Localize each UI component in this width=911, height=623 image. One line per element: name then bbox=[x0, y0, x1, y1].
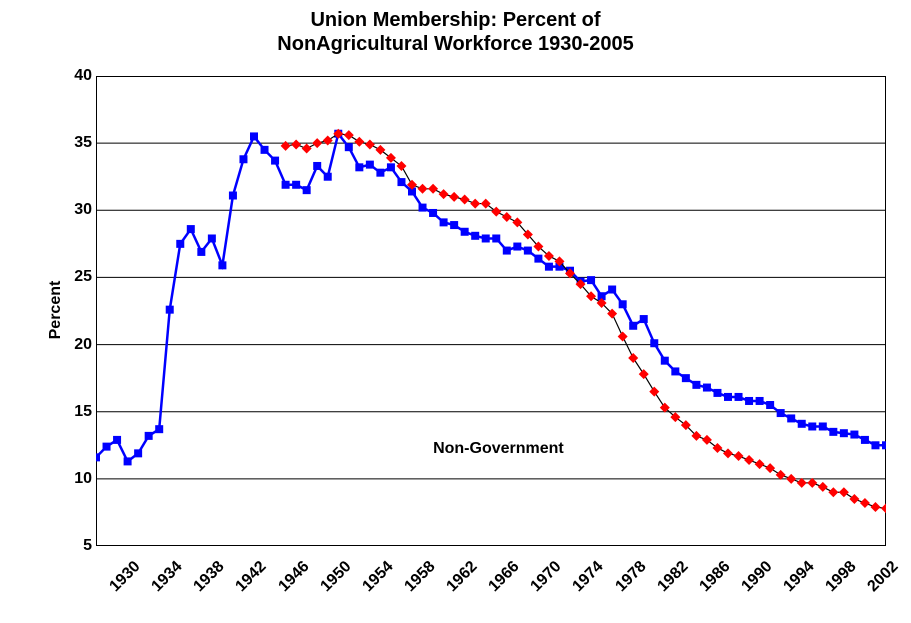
y-tick-label: 15 bbox=[0, 403, 98, 421]
x-tick-label: 1982 bbox=[654, 558, 692, 596]
title-line-2: NonAgricultural Workforce 1930-2005 bbox=[277, 33, 633, 55]
x-tick-label: 1958 bbox=[401, 558, 439, 596]
x-tick-label: 1974 bbox=[570, 558, 608, 596]
y-tick-label: 25 bbox=[0, 268, 98, 286]
x-tick-label: 1970 bbox=[528, 558, 566, 596]
x-tick-label: 1966 bbox=[486, 558, 524, 596]
x-tick-label: 1990 bbox=[738, 558, 776, 596]
x-tick-label: 1994 bbox=[781, 558, 819, 596]
x-tick-label: 1998 bbox=[823, 558, 861, 596]
x-tick-label: 2002 bbox=[865, 558, 903, 596]
x-tick-label: 1950 bbox=[317, 558, 355, 596]
series-annotation: Non-Government bbox=[433, 440, 564, 458]
y-tick-label: 30 bbox=[0, 201, 98, 219]
chart-svg bbox=[96, 76, 886, 546]
x-tick-label: 1986 bbox=[696, 558, 734, 596]
y-tick-label: 20 bbox=[0, 336, 98, 354]
x-tick-label: 1978 bbox=[612, 558, 650, 596]
y-tick-label: 10 bbox=[0, 470, 98, 488]
plot-area bbox=[96, 76, 886, 546]
x-tick-label: 1930 bbox=[106, 558, 144, 596]
x-tick-label: 1934 bbox=[149, 558, 187, 596]
y-tick-label: 5 bbox=[0, 537, 98, 555]
chart-container: Union Membership: Percent of NonAgricult… bbox=[0, 0, 911, 623]
x-tick-label: 1962 bbox=[443, 558, 481, 596]
chart-title: Union Membership: Percent of NonAgricult… bbox=[0, 8, 911, 56]
x-tick-label: 1938 bbox=[191, 558, 229, 596]
y-tick-label: 35 bbox=[0, 134, 98, 152]
x-tick-label: 1954 bbox=[359, 558, 397, 596]
x-tick-label: 1946 bbox=[275, 558, 313, 596]
y-tick-label: 40 bbox=[0, 67, 98, 85]
x-tick-label: 1942 bbox=[233, 558, 271, 596]
title-line-1: Union Membership: Percent of bbox=[310, 9, 600, 31]
